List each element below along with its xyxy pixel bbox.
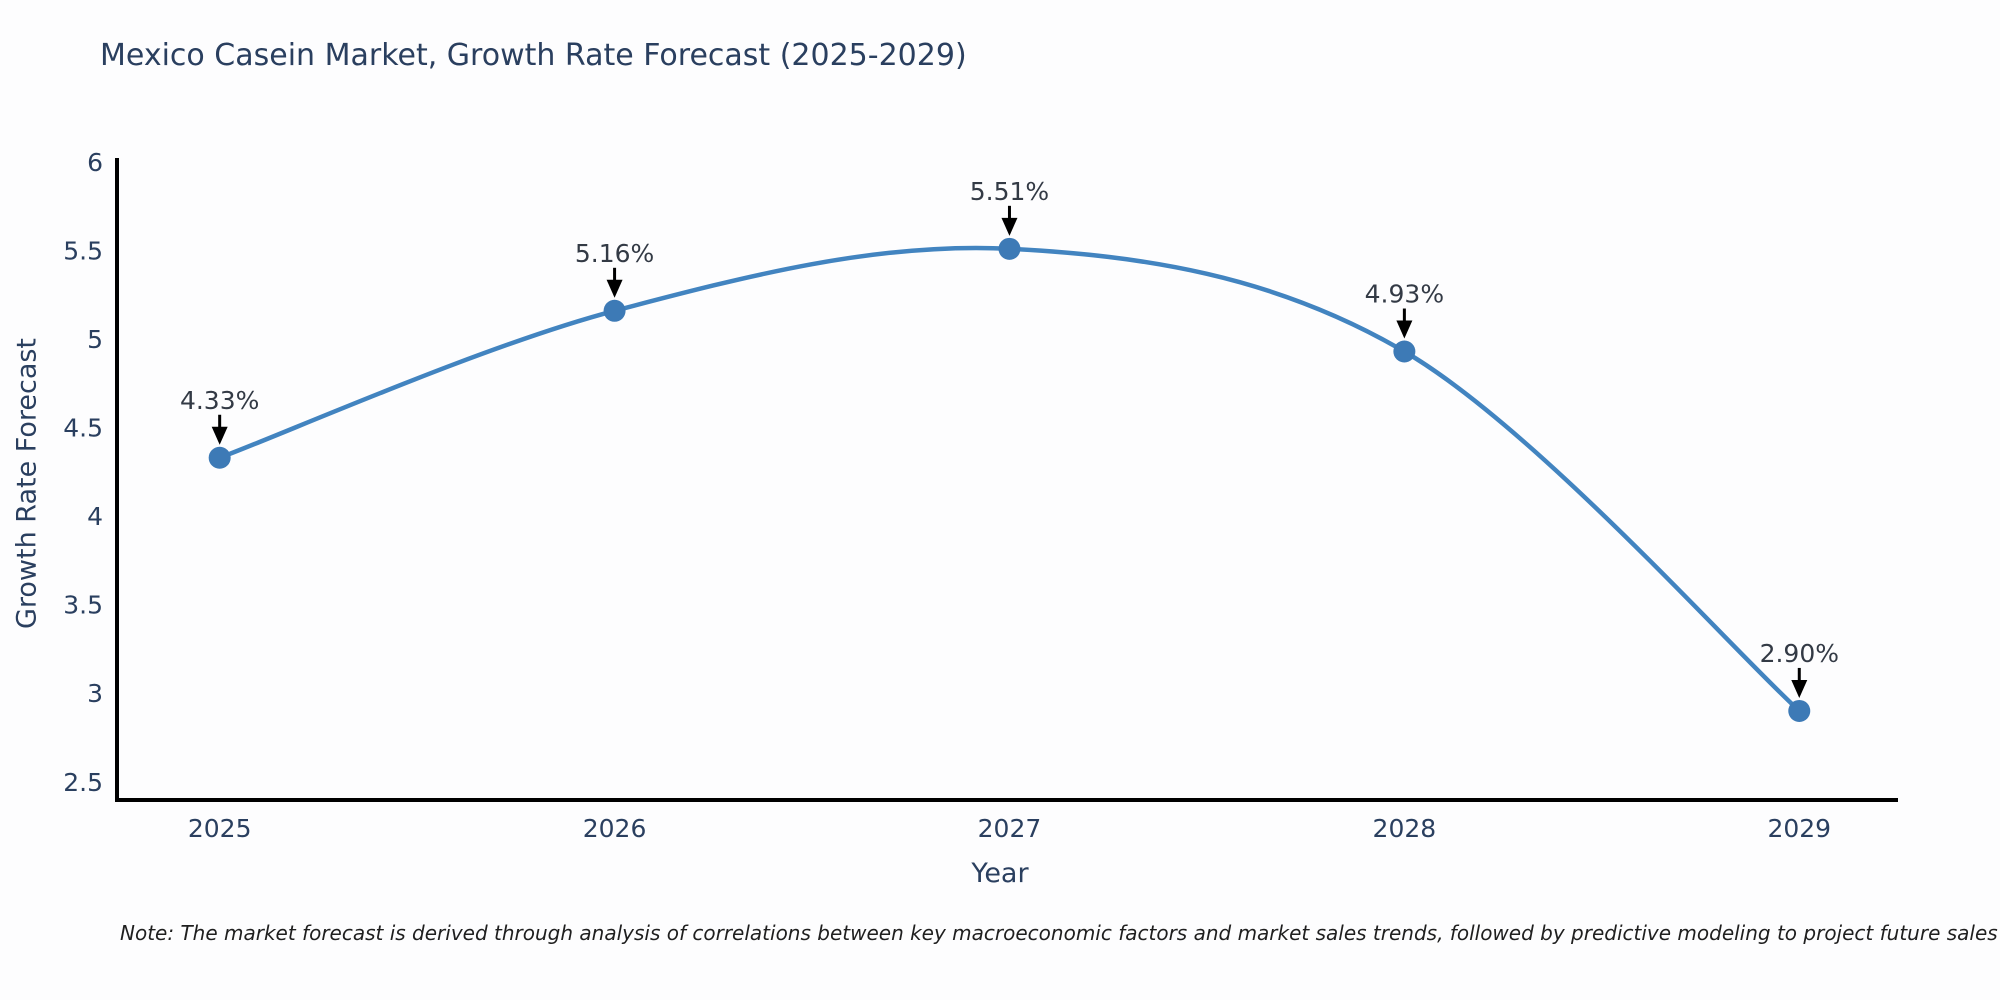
annotation-arrowhead <box>1791 679 1808 698</box>
x-tick-label: 2025 <box>188 814 252 843</box>
data-point-label: 4.93% <box>1365 280 1444 309</box>
annotation-arrowhead <box>606 279 623 298</box>
data-point[interactable] <box>1393 340 1416 363</box>
series-line <box>217 245 1802 714</box>
chart-title: Mexico Casein Market, Growth Rate Foreca… <box>100 38 967 73</box>
y-tick-label: 6 <box>87 148 103 177</box>
y-tick-label: 3 <box>87 679 103 708</box>
x-tick-label: 2027 <box>978 814 1042 843</box>
y-tick-label: 5.5 <box>63 237 103 266</box>
annotation-arrowhead <box>211 426 228 445</box>
x-tick-label: 2028 <box>1373 814 1437 843</box>
x-axis-title: Year <box>971 858 1029 889</box>
data-point[interactable] <box>998 237 1021 260</box>
annotation-arrowhead <box>1001 217 1018 236</box>
x-tick-label: 2026 <box>583 814 647 843</box>
data-point-label: 2.90% <box>1760 639 1839 668</box>
x-tick-label: 2029 <box>1767 814 1831 843</box>
y-tick-label: 4 <box>87 502 103 531</box>
y-tick-label: 4.5 <box>63 414 103 443</box>
footnote: Note: The market forecast is derived thr… <box>120 921 1998 945</box>
y-tick-label: 3.5 <box>63 591 103 620</box>
y-tick-label: 2.5 <box>63 768 103 797</box>
data-point-label: 5.51% <box>970 177 1049 206</box>
y-tick-label: 5 <box>87 325 103 354</box>
data-point[interactable] <box>1788 699 1811 722</box>
data-point-label: 4.33% <box>180 386 259 415</box>
data-point[interactable] <box>603 299 626 322</box>
axis-lines <box>115 158 1898 802</box>
annotation-arrowhead <box>1396 320 1413 339</box>
data-point-label: 5.16% <box>575 239 654 268</box>
data-point[interactable] <box>208 446 231 469</box>
